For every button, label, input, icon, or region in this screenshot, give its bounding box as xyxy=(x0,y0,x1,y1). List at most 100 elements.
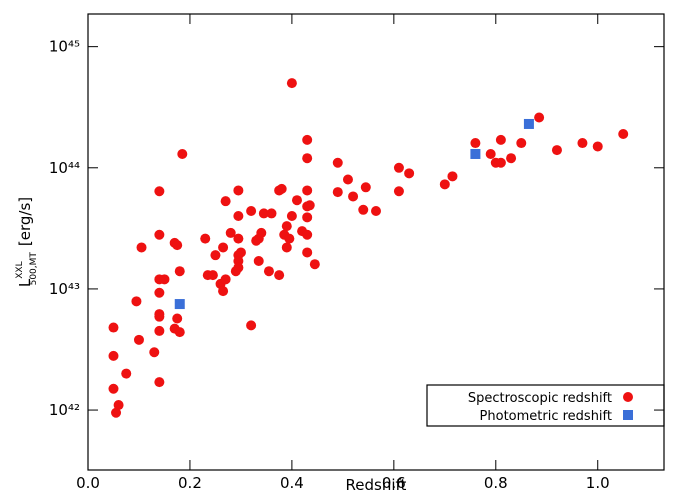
point xyxy=(404,168,415,179)
point xyxy=(342,174,353,185)
point xyxy=(256,227,267,238)
point xyxy=(233,233,244,244)
point xyxy=(302,247,313,258)
y-axis-label: LXXL 500,MT [erg/s] xyxy=(15,197,39,287)
point xyxy=(470,138,481,149)
x-tick-label: 0.8 xyxy=(484,474,508,492)
point xyxy=(447,171,458,182)
point xyxy=(220,274,231,285)
point xyxy=(371,205,381,216)
point xyxy=(149,347,160,358)
point xyxy=(276,183,287,194)
point xyxy=(577,138,588,149)
point xyxy=(159,274,170,285)
legend-marker xyxy=(623,410,633,420)
point xyxy=(291,195,302,206)
point xyxy=(302,153,313,164)
point xyxy=(618,129,629,140)
x-tick-label: 0.2 xyxy=(178,474,202,492)
point xyxy=(174,299,185,310)
y-label-sup: XXL xyxy=(15,261,25,278)
y-label-sub: 500,MT xyxy=(29,252,39,286)
y-label-main: L xyxy=(16,278,34,287)
point xyxy=(286,210,297,221)
point xyxy=(258,208,269,219)
x-tick-label: 0.6 xyxy=(382,474,406,492)
point xyxy=(136,242,147,253)
point xyxy=(253,256,264,267)
point xyxy=(177,148,188,159)
point xyxy=(218,286,229,297)
point xyxy=(154,186,165,197)
y-tick-label: 10⁴³ xyxy=(49,280,80,298)
point xyxy=(210,250,221,261)
point xyxy=(485,148,496,159)
point xyxy=(470,148,481,159)
point xyxy=(551,145,562,156)
point xyxy=(281,242,292,253)
point xyxy=(360,182,371,193)
point xyxy=(246,320,257,331)
point xyxy=(131,296,142,307)
point xyxy=(172,313,183,324)
plot-frame xyxy=(87,13,665,471)
y-tick-label: 10⁴⁴ xyxy=(49,159,80,177)
legend-box xyxy=(426,384,665,427)
point xyxy=(154,377,165,388)
point xyxy=(225,227,236,238)
point xyxy=(302,134,313,145)
point xyxy=(172,240,183,251)
point xyxy=(121,368,132,379)
point xyxy=(439,179,450,190)
point xyxy=(133,334,144,345)
point xyxy=(154,311,165,322)
point xyxy=(200,233,211,244)
point xyxy=(348,191,359,202)
point xyxy=(233,210,244,221)
point xyxy=(108,350,119,361)
point xyxy=(495,157,506,168)
point xyxy=(266,208,277,219)
point xyxy=(534,112,545,123)
point xyxy=(233,262,244,273)
point xyxy=(154,229,165,240)
point xyxy=(207,270,218,281)
point xyxy=(220,196,231,207)
point xyxy=(304,200,315,211)
legend-label: Spectroscopic redshift xyxy=(468,391,612,406)
point xyxy=(235,247,246,258)
point xyxy=(302,229,313,240)
x-axis-label: Redshift xyxy=(346,476,407,494)
point xyxy=(516,138,527,149)
point xyxy=(108,322,119,333)
legend-label: Photometric redshift xyxy=(480,409,612,424)
point xyxy=(302,212,313,223)
point xyxy=(233,185,244,196)
point xyxy=(523,118,534,129)
point xyxy=(393,186,404,197)
point xyxy=(592,141,603,152)
legend-marker xyxy=(623,392,633,402)
point xyxy=(506,153,517,164)
point xyxy=(174,266,185,277)
point xyxy=(358,204,369,215)
point xyxy=(302,185,313,196)
point xyxy=(281,221,292,232)
point xyxy=(154,287,165,298)
x-tick-label: 0.0 xyxy=(76,474,100,492)
x-tick-label: 0.4 xyxy=(280,474,304,492)
point xyxy=(393,162,404,173)
y-tick-label: 10⁴² xyxy=(49,401,80,419)
point xyxy=(111,407,122,418)
point xyxy=(108,383,119,394)
point xyxy=(284,233,295,244)
x-tick-label: 1.0 xyxy=(586,474,610,492)
y-label-unit: [erg/s] xyxy=(16,197,34,246)
point xyxy=(286,78,297,89)
point xyxy=(174,327,185,338)
point xyxy=(495,134,506,145)
point xyxy=(309,259,320,270)
point xyxy=(218,242,229,253)
point xyxy=(274,270,285,281)
